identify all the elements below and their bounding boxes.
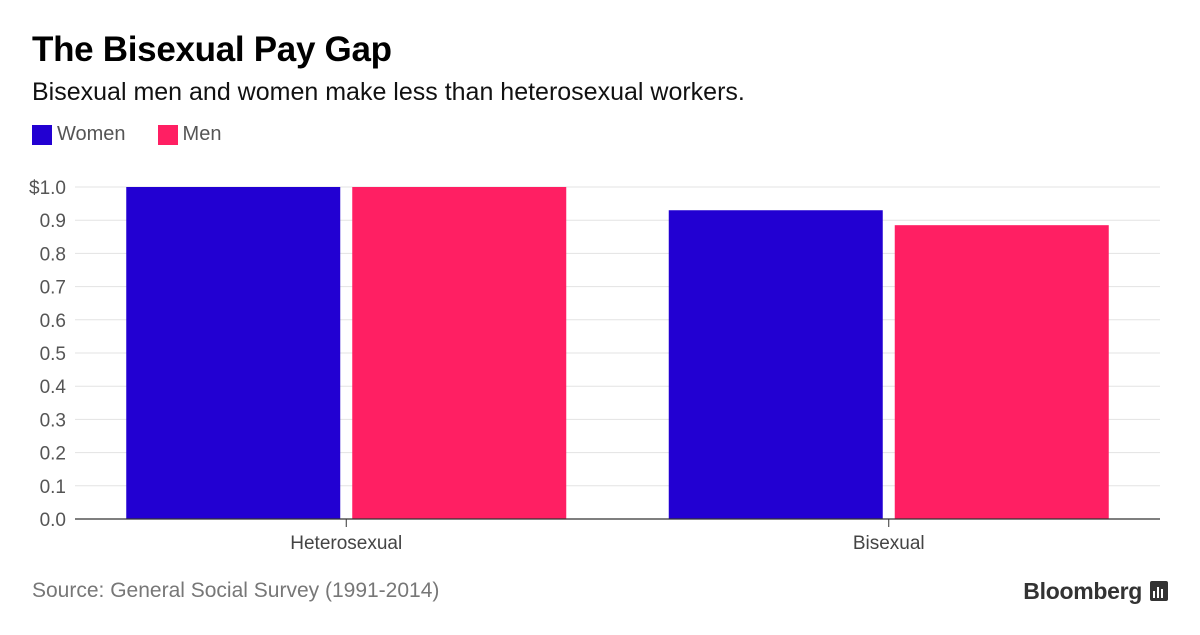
legend-swatch-women bbox=[32, 124, 52, 145]
y-tick-label: 0.0 bbox=[40, 510, 66, 531]
legend-label-women: Women bbox=[57, 123, 126, 145]
chart-title: The Bisexual Pay Gap bbox=[32, 30, 392, 69]
x-tick-label: Heterosexual bbox=[290, 533, 402, 554]
legend-item-men: Men bbox=[157, 123, 222, 146]
y-tick-label: $1.0 bbox=[29, 178, 66, 199]
x-tick-label: Bisexual bbox=[853, 533, 925, 554]
y-tick-label: 0.3 bbox=[40, 410, 66, 431]
bar-men-heterosexual bbox=[352, 187, 567, 519]
bar-women-heterosexual bbox=[126, 187, 341, 519]
y-tick-label: 0.2 bbox=[40, 444, 66, 465]
legend-item-women: Women bbox=[32, 123, 126, 146]
y-tick-label: 0.7 bbox=[40, 278, 66, 299]
y-tick-label: 0.9 bbox=[40, 211, 66, 232]
legend: Women Men bbox=[32, 123, 253, 146]
chart-subtitle: Bisexual men and women make less than he… bbox=[32, 78, 745, 106]
y-tick-label: 0.5 bbox=[40, 344, 66, 365]
y-tick-label: 0.1 bbox=[40, 477, 66, 498]
y-tick-label: 0.8 bbox=[40, 244, 66, 265]
bloomberg-chart-icon bbox=[1150, 581, 1168, 601]
bar-men-bisexual bbox=[894, 225, 1109, 519]
y-tick-label: 0.6 bbox=[40, 311, 66, 332]
brand-logo-text: Bloomberg bbox=[1023, 578, 1142, 604]
y-tick-label: 0.4 bbox=[40, 377, 67, 398]
bar-women-bisexual bbox=[668, 210, 883, 520]
legend-swatch-men bbox=[157, 124, 178, 145]
source-note: Source: General Social Survey (1991-2014… bbox=[32, 579, 440, 602]
legend-label-men: Men bbox=[182, 123, 222, 145]
